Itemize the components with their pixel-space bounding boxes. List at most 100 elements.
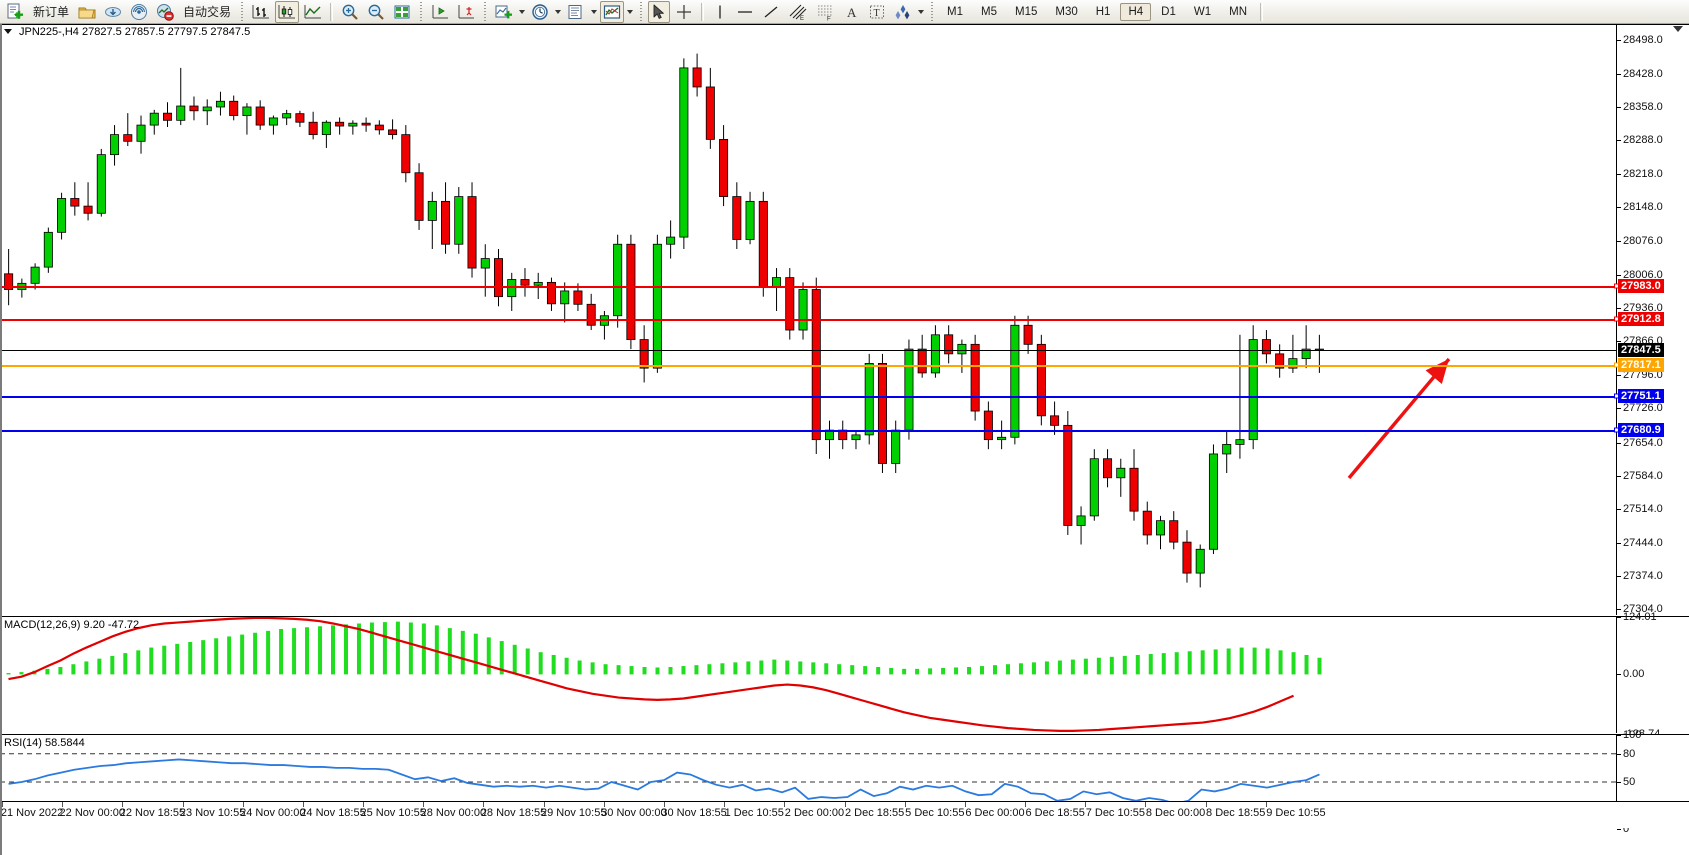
auto-trading-icon[interactable] [153, 1, 177, 23]
objects-dropdown-caret[interactable] [625, 2, 635, 22]
candle-body [335, 121, 345, 127]
timeframe-button-m15[interactable]: M15 [1015, 5, 1038, 18]
cloud-download-icon[interactable] [101, 1, 125, 23]
timeframe-button-m30[interactable]: M30 [1055, 5, 1078, 18]
auto-trading-label[interactable]: 自动交易 [183, 5, 232, 19]
macd-plot-area[interactable] [0, 617, 1616, 733]
price-level-tag-support-1[interactable]: 27751.1 [1614, 389, 1664, 404]
candle-body [43, 231, 53, 268]
time-axis-label-0: 21 Nov 2022 [0, 807, 64, 819]
candle-body [732, 196, 742, 240]
crosshair-icon[interactable] [672, 1, 696, 23]
zoom-out-icon[interactable] [364, 1, 388, 23]
time-axis-label-5: 24 Nov 18:55 [300, 807, 366, 819]
chart-shift-icon[interactable] [428, 1, 452, 23]
chart-menu-caret-icon[interactable] [1673, 26, 1683, 32]
cursor-icon[interactable] [648, 0, 671, 23]
vertical-line-icon[interactable] [709, 1, 731, 23]
candle-body [944, 334, 954, 355]
price-level-tag-bid-price[interactable]: 27817.1 [1614, 357, 1664, 372]
macd-tick-mark [1617, 674, 1621, 676]
equidistant-channel-icon[interactable]: E [785, 1, 811, 23]
text-label-icon[interactable]: A [841, 1, 863, 23]
macd-signal-line [8, 617, 1294, 732]
price-level-tag-resistance-2[interactable]: 27912.8 [1614, 312, 1664, 327]
line-chart-icon[interactable] [301, 1, 325, 23]
time-axis-tick [904, 802, 906, 807]
macd-scale-axis[interactable]: 124.010.00-128.74 [1616, 611, 1689, 740]
time-axis-label-13: 2 Dec 00:00 [784, 807, 845, 819]
price-plot-area[interactable] [0, 25, 1616, 615]
objects-list-icon[interactable] [600, 0, 625, 23]
price-tick-mark [1617, 442, 1621, 444]
timeframe-button-d1[interactable]: D1 [1161, 5, 1176, 18]
timeframe-button-w1[interactable]: W1 [1193, 5, 1212, 18]
price-pane[interactable]: 28498.0 28428.0 28358.0 28288.0 28218.0 28148… [0, 24, 1689, 615]
arrow-shaft[interactable] [1347, 357, 1451, 480]
macd-tick-label-0: 124.01 [1623, 611, 1657, 623]
price-level-handle-icon[interactable] [1614, 362, 1619, 368]
shapes-dropdown-caret[interactable] [916, 2, 926, 22]
folder-icon[interactable] [75, 1, 99, 23]
candle-body [1103, 458, 1113, 479]
fibonacci-icon[interactable]: F [813, 1, 839, 23]
time-axis-tick [2, 802, 3, 807]
candle-body [96, 154, 106, 214]
price-level-tag-resistance-1[interactable]: 27983.0 [1614, 278, 1664, 293]
timeframe-button-m1[interactable]: M1 [947, 5, 964, 18]
period-dropdown-caret[interactable] [553, 2, 563, 22]
text-box-icon[interactable]: T [865, 1, 889, 23]
indicators-dropdown-caret[interactable] [517, 2, 527, 22]
time-axis[interactable]: 21 Nov 2022 22 Nov 00:00 22 Nov 18:55 23 No… [0, 801, 1689, 828]
candle-body [1063, 424, 1073, 526]
candle-body [626, 243, 636, 340]
new-order-label[interactable]: 新订单 [33, 5, 70, 19]
rsi-plot-area[interactable] [0, 735, 1616, 828]
bar-chart-icon[interactable] [249, 1, 273, 23]
price-level-tag-last-price[interactable]: 27847.5 [1618, 343, 1664, 358]
new-order-icon[interactable] [3, 1, 27, 23]
candle-body [904, 348, 914, 431]
price-level-tag-support-2[interactable]: 27680.9 [1614, 422, 1664, 437]
zoom-in-icon[interactable] [338, 1, 362, 23]
rsi-tick-label-4: 0 [1623, 823, 1630, 835]
candlestick-chart-icon[interactable] [275, 0, 300, 23]
candle-body [811, 289, 821, 441]
price-tick-mark [1617, 542, 1621, 544]
price-level-line-support-2[interactable] [0, 429, 1616, 432]
candle-body [891, 429, 901, 464]
templates-dropdown-caret[interactable] [589, 2, 599, 22]
price-tick-mark [1617, 341, 1621, 343]
horizontal-line-icon[interactable] [733, 1, 757, 23]
auto-scroll-icon[interactable] [454, 1, 478, 23]
macd-pane[interactable]: MACD(12,26,9) 9.20 -47.72 124.010.00-128… [0, 611, 1689, 740]
period-clock-icon[interactable] [528, 1, 552, 23]
price-level-line-resistance-1[interactable] [0, 285, 1616, 288]
price-level-handle-icon[interactable] [1614, 316, 1619, 322]
candle-body [864, 362, 874, 436]
main-toolbar: 新订单 [0, 0, 1689, 24]
timeframe-button-h4[interactable]: H4 [1120, 2, 1152, 21]
chart-collapse-triangle-icon[interactable] [4, 29, 12, 34]
shapes-icon[interactable] [891, 1, 915, 23]
trendline-icon[interactable] [759, 1, 783, 23]
price-level-line-bid-price[interactable] [0, 364, 1616, 367]
price-level-handle-icon[interactable] [1614, 393, 1619, 399]
price-tick-label-17: 27304.0 [1623, 603, 1663, 616]
indicators-icon[interactable] [492, 1, 516, 23]
timeframe-button-m5[interactable]: M5 [981, 5, 997, 18]
signals-icon[interactable] [127, 1, 151, 23]
price-level-handle-icon[interactable] [1614, 283, 1619, 289]
price-level-handle-icon[interactable] [1614, 427, 1619, 433]
price-level-line-resistance-2[interactable] [0, 319, 1616, 322]
candle-body [533, 281, 543, 286]
templates-icon[interactable] [564, 1, 588, 23]
candle-body [719, 138, 729, 197]
timeframe-button-mn[interactable]: MN [1229, 5, 1247, 18]
grid-icon[interactable] [390, 1, 414, 23]
price-scale-axis[interactable]: 28498.0 28428.0 28358.0 28288.0 28218.0 28148… [1614, 25, 1689, 616]
price-level-line-support-1[interactable] [0, 396, 1616, 399]
price-level-line-last-price[interactable] [0, 350, 1616, 352]
candle-body [1248, 339, 1258, 441]
timeframe-button-h1[interactable]: H1 [1095, 5, 1111, 18]
